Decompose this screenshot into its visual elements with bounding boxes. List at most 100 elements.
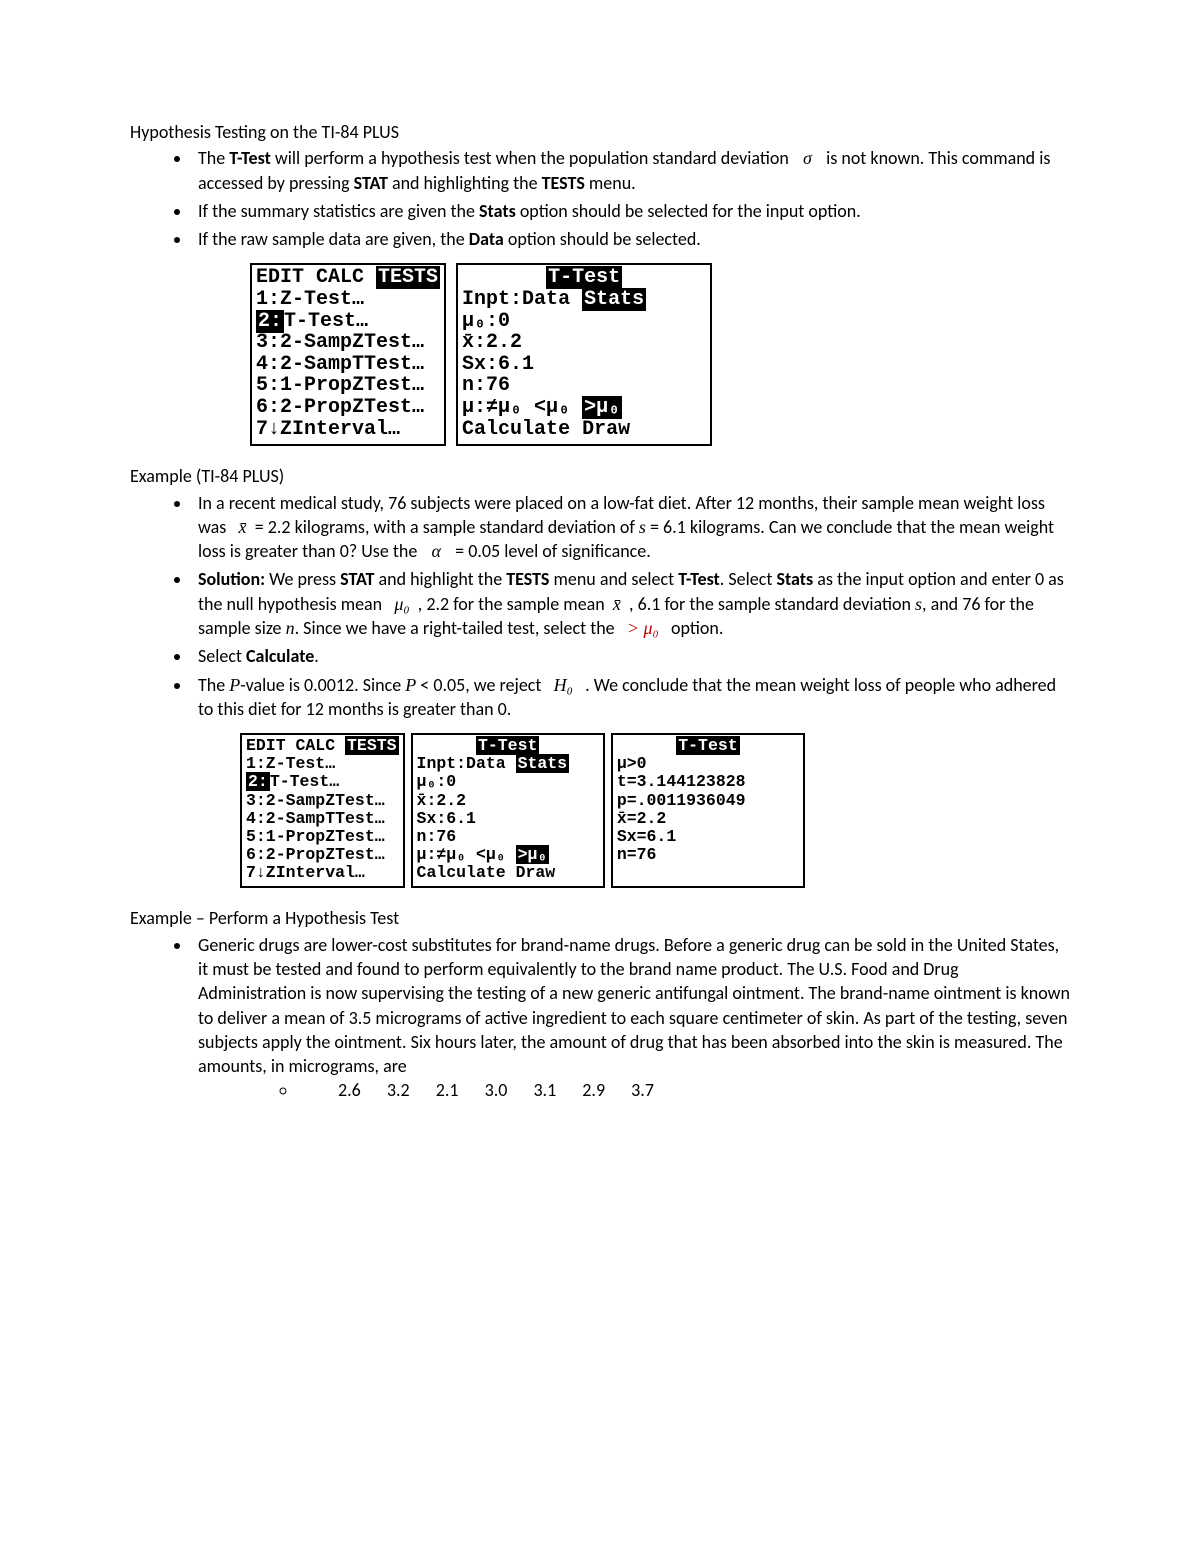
bold: Stats	[479, 200, 516, 222]
lcd-text: 3:2-SampZTest…	[256, 331, 424, 354]
lcd-title: T-Test	[462, 267, 706, 289]
lcd-text: Calculate Draw	[462, 418, 630, 441]
lcd-text: x̄:2.2	[462, 331, 522, 354]
lcd-text: μ:≠μ₀ <μ₀	[417, 845, 516, 864]
text: . Select	[720, 568, 777, 590]
lcd-text: 5:1-PropZTest…	[256, 374, 424, 397]
lcd-text: Sx=6.1	[617, 827, 676, 846]
lcd-text: p=.0011936049	[617, 791, 746, 810]
text: We press	[265, 568, 340, 590]
section2-title: Example (TI-84 PLUS)	[130, 464, 1070, 488]
list-item: The T-Test will perform a hypothesis tes…	[192, 146, 1070, 195]
lcd-text: Sx:6.1	[462, 353, 534, 376]
lcd-inverse: TESTS	[345, 736, 399, 755]
lcd-inverse: Stats	[516, 754, 570, 773]
lcd-text: EDIT CALC	[256, 266, 376, 289]
lcd-inverse: TESTS	[376, 266, 440, 289]
lcd-text: T-Test…	[270, 772, 339, 791]
P-var: P	[405, 675, 416, 695]
list-item: Generic drugs are lower-cost substitutes…	[192, 933, 1070, 1103]
lcd-text: EDIT CALC	[246, 736, 345, 755]
lcd-text: Inpt:Data	[462, 288, 582, 311]
text: = 2.2 kilograms, with a sample standard …	[251, 516, 639, 538]
text: Select	[198, 645, 246, 667]
lcd-text: 4:2-SampTTest…	[246, 809, 385, 828]
text: . Since we have a right-tailed test, sel…	[295, 617, 619, 639]
bold: STAT	[354, 172, 388, 194]
list-item: Select Calculate.	[192, 644, 1070, 668]
section1-list: The T-Test will perform a hypothesis tes…	[130, 146, 1070, 251]
n-var: n	[286, 618, 295, 638]
lcd-text: μ>0	[617, 754, 647, 773]
text: and highlight the	[374, 568, 506, 590]
text: will perform a hypothesis test when the …	[271, 147, 793, 169]
text: = 0.05 level of significance.	[451, 540, 651, 562]
text: and highlighting the	[388, 172, 542, 194]
text: option.	[667, 617, 723, 639]
alpha: α	[430, 541, 443, 561]
list-item: The P-value is 0.0012. Since P < 0.05, w…	[192, 673, 1070, 722]
bold: TESTS	[542, 172, 585, 194]
mu0: μ₀	[394, 594, 409, 614]
sigma-symbol: σ	[801, 148, 814, 168]
lcd-text: x̄=2.2	[617, 809, 667, 828]
xbar: x̄	[239, 517, 247, 537]
lcd-inverse: Stats	[582, 288, 646, 311]
H0: H₀	[554, 675, 573, 695]
lcd-text: n:76	[417, 827, 457, 846]
lcd-title: T-Test	[417, 737, 599, 755]
bold: Calculate	[246, 645, 314, 667]
s-var: s	[639, 517, 646, 537]
lcd-ttest-result: T-Test μ>0 t=3.144123828 p=.0011936049 x…	[611, 733, 805, 888]
section3-title: Example – Perform a Hypothesis Test	[130, 906, 1070, 930]
text: option should be selected for the input …	[516, 200, 861, 222]
lcd-text: μ₀:0	[417, 772, 457, 791]
bold: T-Test	[229, 147, 271, 169]
list-item: If the raw sample data are given, the Da…	[192, 227, 1070, 251]
section2-list: In a recent medical study, 76 subjects w…	[130, 491, 1070, 722]
text: .	[314, 645, 319, 667]
calc-screens-1: EDIT CALC TESTS 1:Z-Test… 2:T-Test… 3:2-…	[250, 263, 1070, 446]
bold: Solution:	[198, 568, 265, 590]
text: menu.	[585, 172, 636, 194]
list-item: 2.6 3.2 2.1 3.0 3.1 2.9 3.7	[298, 1078, 1070, 1102]
text: option should be selected.	[504, 228, 701, 250]
lcd-inverse: >μ₀	[582, 396, 622, 419]
text: The	[198, 674, 229, 696]
lcd-text: 4:2-SampTTest…	[256, 353, 424, 376]
lcd-ttest-input: T-Test Inpt:Data Stats μ₀:0 x̄:2.2 Sx:6.…	[456, 263, 712, 446]
bold: Stats	[776, 568, 813, 590]
text: If the raw sample data are given, the	[198, 228, 469, 250]
lcd-title: T-Test	[617, 737, 799, 755]
text: , 2.2 for the sample mean	[414, 593, 609, 615]
lcd-text: n:76	[462, 374, 510, 397]
lcd-text: 7↓ZInterval…	[256, 418, 400, 441]
lcd-text: 3:2-SampZTest…	[246, 791, 385, 810]
gt-mu0: > μ₀	[627, 618, 659, 638]
bold: T-Test	[678, 568, 720, 590]
lcd-inverse: T-Test	[546, 266, 622, 289]
text: menu and select	[549, 568, 678, 590]
lcd-text: Inpt:Data	[417, 754, 516, 773]
bold: TESTS	[506, 568, 549, 590]
lcd-ttest-input-2: T-Test Inpt:Data Stats μ₀:0 x̄:2.2 Sx:6.…	[411, 733, 605, 888]
text: , 6.1 for the sample standard deviation	[625, 593, 915, 615]
lcd-text: T-Test…	[284, 310, 368, 333]
sub-list: 2.6 3.2 2.1 3.0 3.1 2.9 3.7	[198, 1078, 1070, 1102]
section1-title: Hypothesis Testing on the TI-84 PLUS	[130, 120, 1070, 144]
lcd-text: 1:Z-Test…	[246, 754, 335, 773]
list-item: In a recent medical study, 76 subjects w…	[192, 491, 1070, 564]
lcd-text: Sx:6.1	[417, 809, 476, 828]
lcd-text: n=76	[617, 845, 657, 864]
lcd-text: x̄:2.2	[417, 791, 467, 810]
list-item: Solution: We press STAT and highlight th…	[192, 567, 1070, 640]
text: < 0.05, we reject	[416, 674, 545, 696]
lcd-text: μ:≠μ₀ <μ₀	[462, 396, 582, 419]
lcd-inverse: 2:	[246, 772, 270, 791]
calc-screens-2: EDIT CALC TESTS 1:Z-Test… 2:T-Test… 3:2-…	[240, 733, 1070, 888]
bold: STAT	[340, 568, 374, 590]
lcd-tests-menu-2: EDIT CALC TESTS 1:Z-Test… 2:T-Test… 3:2-…	[240, 733, 405, 888]
lcd-inverse: 2:	[256, 310, 284, 333]
lcd-text: 7↓ZInterval…	[246, 863, 365, 882]
lcd-inverse: T-Test	[476, 736, 539, 755]
